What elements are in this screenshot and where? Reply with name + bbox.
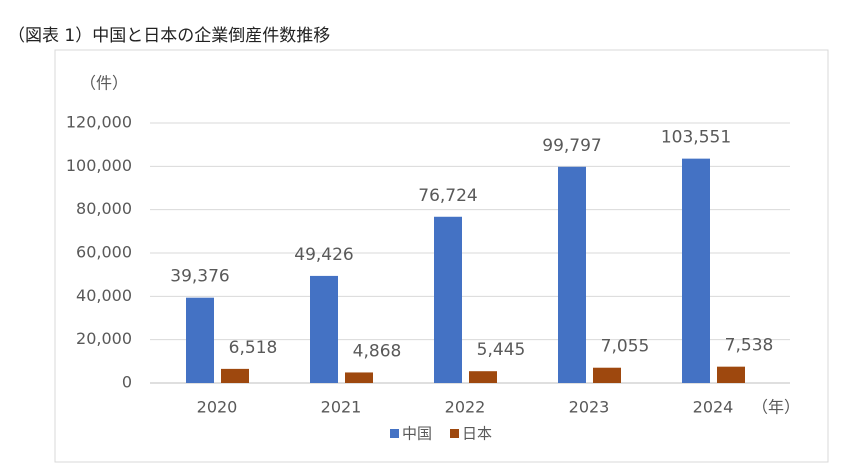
y-tick-label: 0: [122, 373, 132, 392]
chart-title: （図表 1）中国と日本の企業倒産件数推移: [8, 26, 330, 46]
x-tick-label: 2022: [445, 398, 486, 417]
x-tick-label: 2021: [321, 398, 362, 417]
legend-label: 日本: [462, 425, 492, 443]
x-tick-label: 2024: [693, 398, 734, 417]
x-tick-label: 2023: [569, 398, 610, 417]
value-label: 5,445: [477, 340, 526, 360]
y-axis-unit: （件）: [80, 74, 128, 93]
bar: [221, 368, 249, 383]
bar: [186, 297, 214, 383]
y-tick-label: 60,000: [76, 243, 132, 262]
y-tick-label: 20,000: [76, 329, 132, 348]
legend-swatch: [450, 429, 459, 438]
bar: [345, 372, 373, 383]
bar: [717, 366, 745, 383]
y-tick-label: 80,000: [76, 199, 132, 218]
legend-swatch: [390, 429, 399, 438]
value-label: 7,538: [725, 336, 774, 356]
value-label: 6,518: [229, 338, 278, 358]
value-label: 4,868: [353, 341, 402, 361]
x-tick-label: 2020: [197, 398, 238, 417]
value-label: 39,376: [170, 267, 229, 287]
bar: [469, 371, 497, 383]
bar: [310, 275, 338, 383]
bar: [682, 158, 710, 383]
bar: [434, 216, 462, 383]
value-label: 103,551: [661, 128, 731, 148]
y-tick-label: 40,000: [76, 286, 132, 305]
y-tick-label: 100,000: [66, 156, 132, 175]
bar: [593, 367, 621, 383]
y-tick-label: 120,000: [66, 113, 132, 132]
value-label: 99,797: [542, 136, 601, 156]
legend-label: 中国: [402, 425, 432, 443]
value-label: 49,426: [294, 245, 353, 265]
bar: [558, 166, 586, 383]
x-axis-unit: （年）: [752, 398, 800, 417]
value-label: 76,724: [418, 186, 477, 206]
value-label: 7,055: [601, 337, 650, 357]
